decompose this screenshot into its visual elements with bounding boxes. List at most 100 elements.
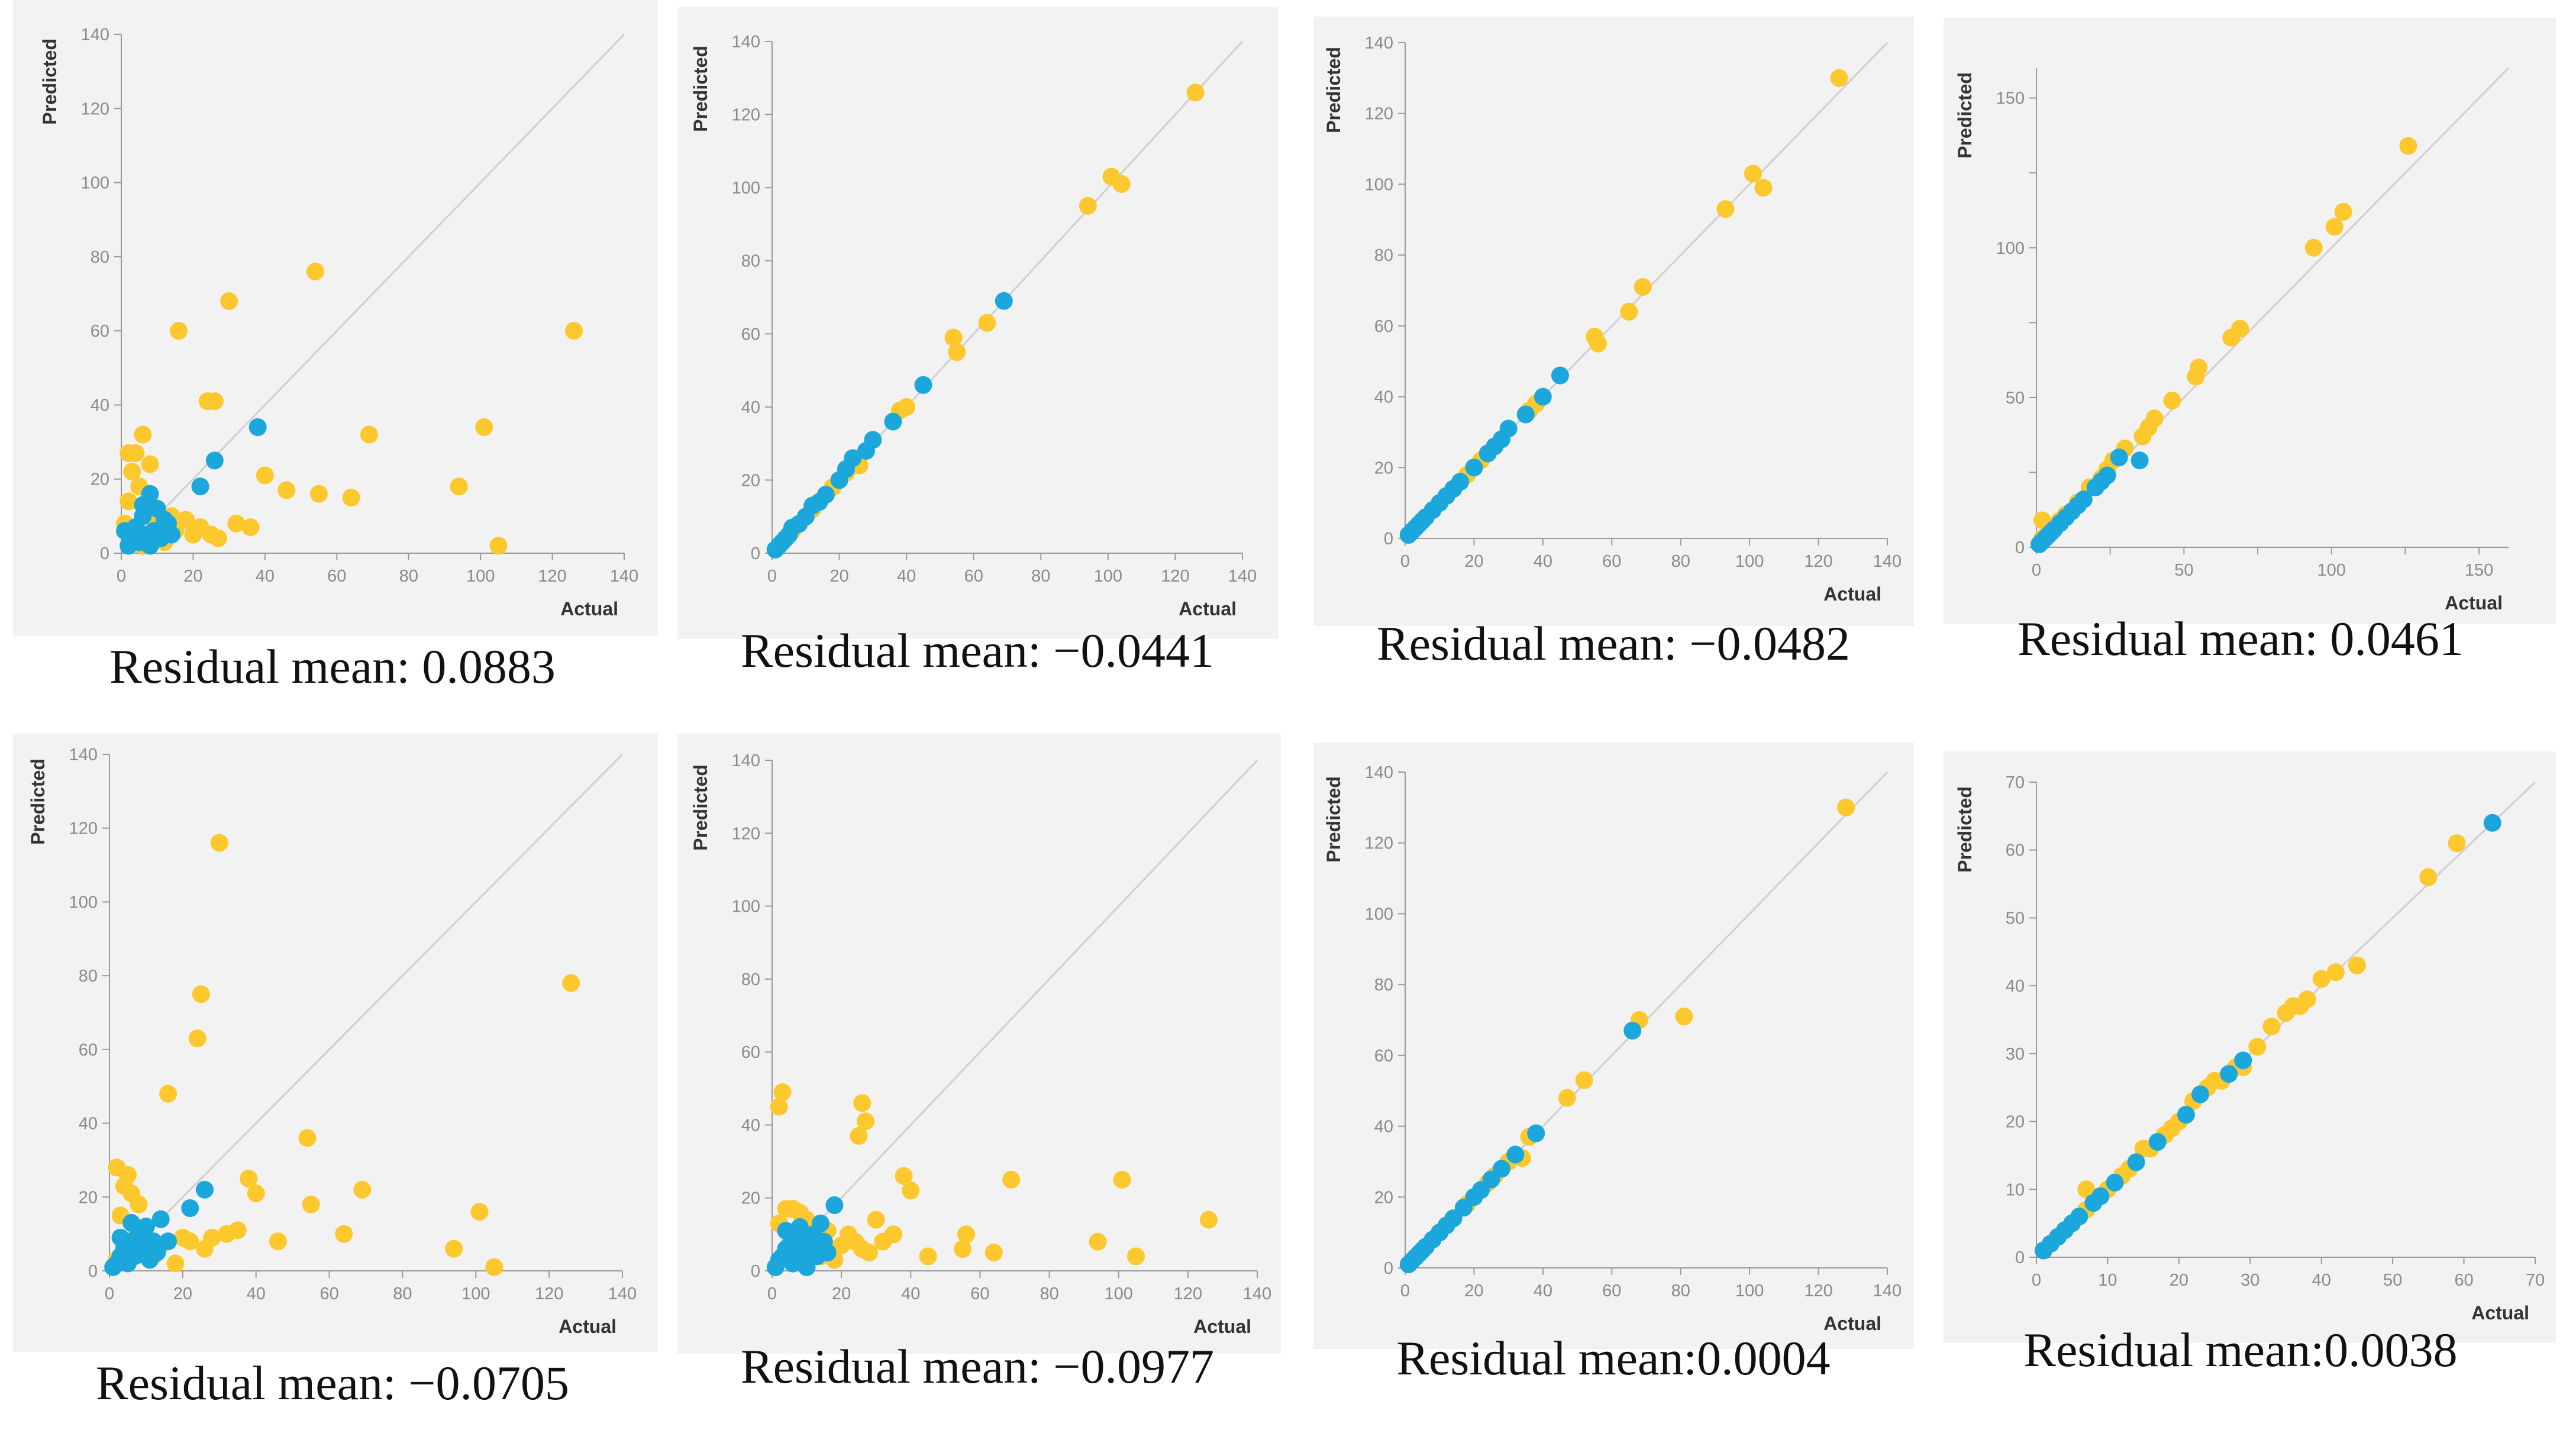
train-point [898, 398, 916, 416]
y-tick-label: 100 [732, 898, 760, 916]
train-point [240, 1170, 258, 1188]
x-tick-label: 100 [1735, 552, 1764, 571]
test-point [191, 477, 209, 496]
x-tick-label: 70 [2526, 1271, 2545, 1290]
y-tick-label: 40 [741, 1116, 760, 1135]
train-point [562, 974, 580, 992]
test-point [1506, 1145, 1525, 1164]
y-axis-label: Predicted [1323, 47, 1344, 133]
train-point [2348, 956, 2366, 974]
train-point [978, 314, 996, 332]
x-tick-label: 0 [117, 567, 126, 586]
x-tick-label: 0 [767, 567, 777, 586]
test-point [2130, 451, 2149, 470]
y-tick-label: 60 [741, 325, 760, 344]
test-point [148, 1243, 166, 1261]
train-point [2334, 203, 2352, 221]
y-tick-label: 40 [79, 1115, 98, 1134]
x-tick-label: 120 [1804, 552, 1832, 571]
train-point [360, 425, 378, 444]
x-tick-label: 40 [2312, 1271, 2331, 1290]
residual-mean-caption: Residual mean: −0.0977 [740, 1339, 1215, 1393]
test-point [784, 1254, 802, 1273]
train-point [130, 1195, 148, 1213]
y-tick-label: 80 [1374, 246, 1393, 265]
train-point [874, 1232, 892, 1251]
train-point [2248, 1038, 2267, 1056]
test-point [1465, 459, 1483, 477]
x-tick-label: 80 [399, 567, 418, 586]
train-point [2262, 1017, 2281, 1035]
y-tick-label: 120 [1365, 105, 1393, 124]
train-point [2419, 868, 2438, 886]
train-point [1079, 197, 1097, 215]
y-tick-label: 140 [81, 25, 109, 44]
x-tick-label: 120 [1161, 567, 1189, 586]
test-point [1516, 405, 1535, 424]
y-tick-label: 40 [1374, 388, 1393, 407]
train-point [256, 466, 274, 485]
train-point [485, 1258, 503, 1276]
x-tick-label: 150 [2465, 561, 2493, 580]
train-point [177, 511, 195, 529]
train-point [247, 1184, 265, 1203]
x-axis-label: Actual [2471, 1302, 2529, 1324]
y-tick-label: 20 [741, 471, 760, 490]
y-tick-label: 10 [2006, 1180, 2025, 1199]
x-axis-label: Actual [1179, 598, 1237, 619]
train-point [944, 328, 963, 347]
train-point [867, 1211, 885, 1229]
test-point [914, 376, 932, 394]
test-point [798, 1258, 816, 1276]
test-point [141, 537, 159, 555]
y-tick-label: 120 [732, 824, 760, 843]
train-point [123, 463, 141, 481]
test-point [1399, 1255, 1418, 1274]
test-point [830, 471, 848, 489]
train-point [220, 292, 238, 311]
train-point [1089, 1232, 1107, 1251]
x-tick-label: 50 [2174, 561, 2193, 580]
test-point [818, 1244, 837, 1262]
x-tick-label: 80 [1040, 1284, 1058, 1303]
x-tick-label: 140 [608, 1284, 637, 1303]
x-tick-label: 120 [1174, 1284, 1202, 1303]
train-point [1754, 179, 1773, 197]
x-tick-label: 100 [1094, 567, 1122, 586]
train-point [1716, 200, 1735, 218]
residual-mean-caption: Residual mean:0.0038 [2023, 1323, 2458, 1377]
x-tick-label: 0 [767, 1284, 777, 1303]
y-tick-label: 80 [79, 967, 98, 986]
train-point [489, 537, 508, 555]
y-tick-label: 20 [1374, 1188, 1393, 1207]
train-point [277, 481, 296, 499]
test-point [766, 540, 785, 559]
test-point [122, 1213, 141, 1232]
test-point [777, 1222, 795, 1240]
x-tick-label: 0 [105, 1284, 114, 1303]
train-point [902, 1182, 920, 1200]
train-point [269, 1232, 287, 1251]
train-point [1744, 164, 1762, 183]
train-point [170, 322, 188, 340]
test-point [181, 1199, 199, 1217]
x-axis-label: Actual [559, 1316, 616, 1337]
test-point [2177, 1106, 2195, 1124]
y-tick-label: 120 [732, 106, 760, 125]
train-point [188, 1029, 206, 1048]
train-point [209, 529, 227, 547]
residual-mean-caption: Residual mean: −0.0441 [740, 624, 1215, 677]
x-tick-label: 40 [897, 567, 916, 586]
y-tick-label: 20 [1374, 459, 1393, 477]
test-point [825, 1196, 844, 1215]
x-tick-label: 100 [1105, 1284, 1133, 1303]
x-tick-label: 10 [2098, 1271, 2117, 1290]
test-point [995, 292, 1013, 310]
train-point [2277, 1004, 2295, 1022]
train-point [957, 1225, 975, 1244]
y-axis-label: Predicted [1954, 786, 1975, 873]
train-point [984, 1244, 1003, 1262]
x-tick-label: 20 [1464, 552, 1483, 571]
